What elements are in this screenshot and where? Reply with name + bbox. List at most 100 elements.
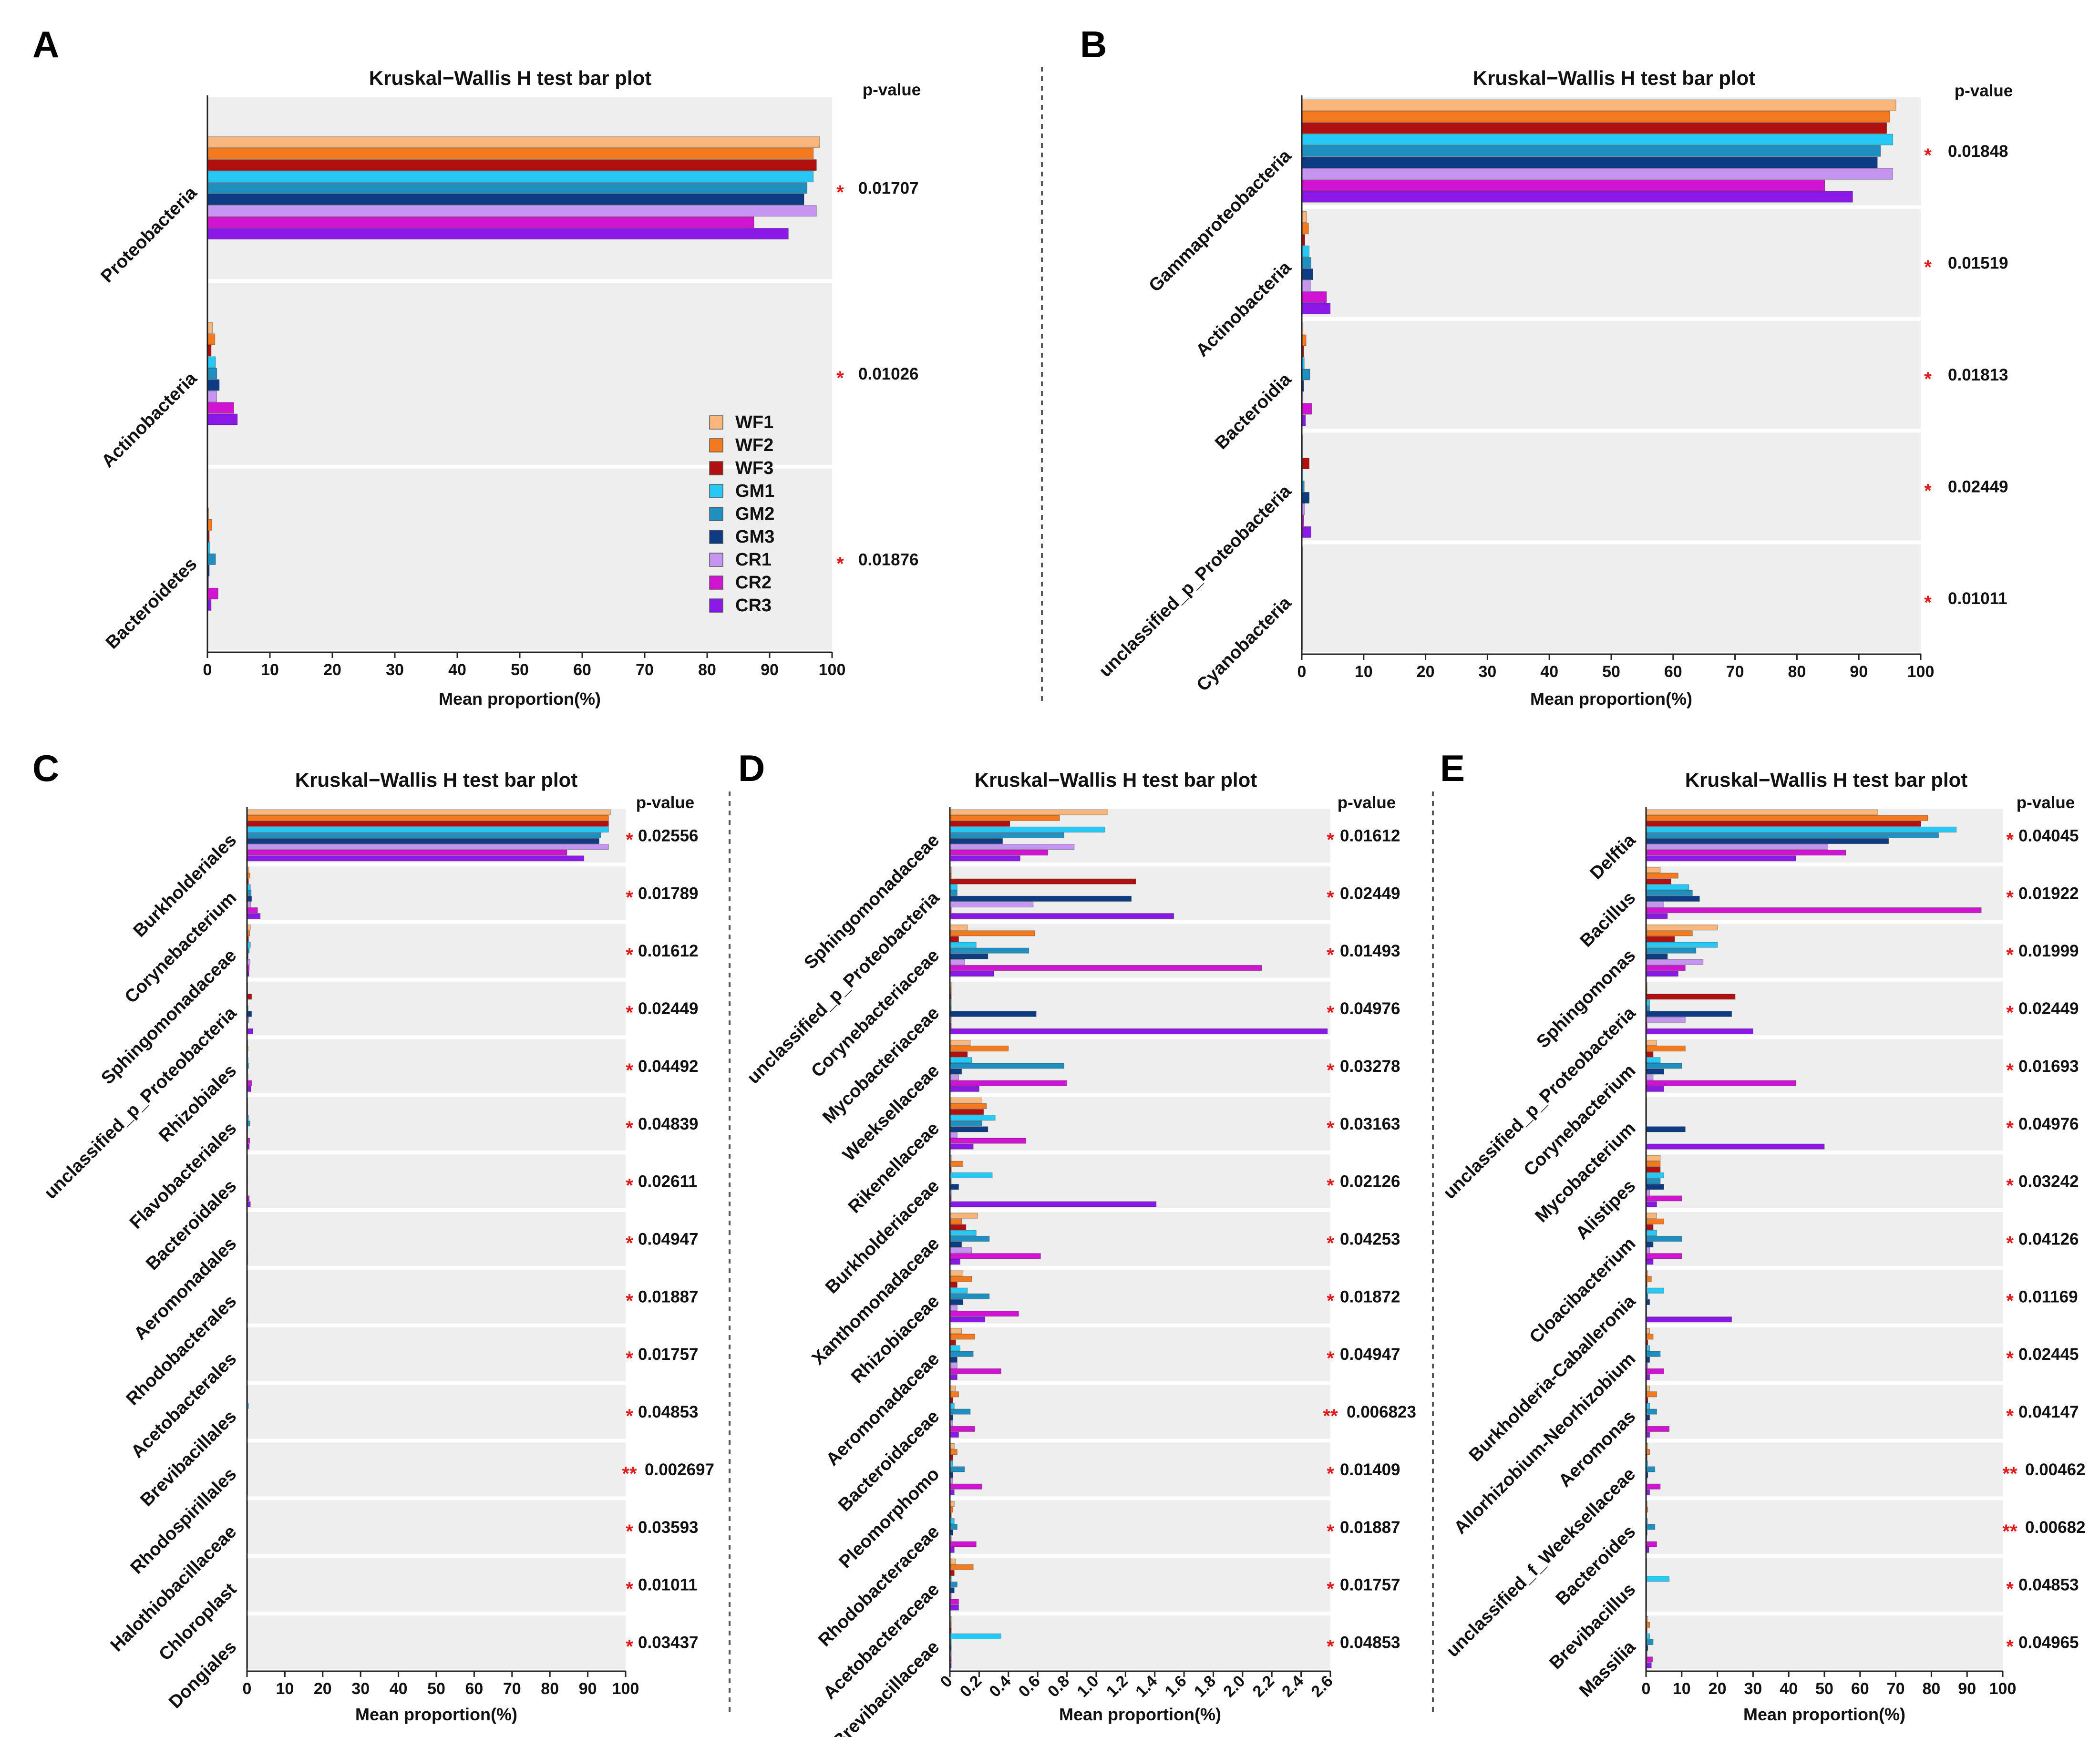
p-value-b-bacteroidia: 0.01813 [1948,366,2008,384]
bar-e-sphingomonas-gm3 [1646,953,1668,959]
significance-stars-e-unclassified-f-weeksellaceae: ** [2002,1463,2018,1484]
bar-e-cloacibacterium-gm3 [1646,1242,1654,1248]
band-d-rhodobacteraceae [950,1500,1330,1554]
band-c-rhodospirillales [247,1442,626,1497]
p-value-b-cyanobacteria: 0.01011 [1948,589,2007,608]
p-value-d-xanthomonadaceae: 0.04253 [1340,1230,1400,1249]
band-c-brevibacillales [247,1385,626,1439]
p-value-e-burkholderia-caballeronia: 0.01169 [2018,1287,2078,1306]
x-tick-label-b-40: 40 [1540,663,1558,681]
bar-c-corynebacterium-cr2 [247,907,258,914]
x-tick-label-c-10: 10 [276,1680,294,1698]
significance-stars-c-sphingomonadaceae: * [626,945,633,966]
x-tick-label-d-0: 0 [937,1672,956,1691]
bars-d: Sphingomonadaceae * 0.01612unclassified_p_… [743,807,1416,1737]
significance-stars-e-corynebacterium: * [2006,1060,2014,1081]
x-tick-label-b-10: 10 [1355,663,1373,681]
bar-e-bacillus-wf3 [1646,878,1671,884]
bar-b-bacteroidia-gm2 [1301,369,1310,380]
panel-letter-a: A [32,23,59,65]
significance-stars-c-aeromonadales: * [626,1233,633,1254]
bar-d-mycobacteriaceae-gm3 [949,1011,1037,1017]
bar-e-cloacibacterium-cr3 [1646,1259,1654,1265]
bars-b: Gammaproteobacteria * 0.01848Actinobacteri… [1095,95,2008,709]
band-d-unclassified-p-proteobacteria [950,866,1330,920]
x-tick-label-b-20: 20 [1417,663,1435,681]
bar-d-pleomorphomo-wf2 [949,1449,957,1455]
x-axis-label-c: Mean proportion(%) [355,1705,517,1724]
category-label-e-cloacibacterium: Cloacibacterium [1526,1233,1640,1347]
bar-d-xanthomonadaceae-wf1 [949,1213,978,1219]
bar-e-burkholderia-caballeronia-gm1 [1646,1287,1664,1294]
bar-b-unclassified-p-proteobacteria-cr3 [1301,526,1311,538]
x-tick-label-c-90: 90 [579,1680,597,1698]
bar-e-sphingomonas-gm2 [1646,947,1697,954]
bar-d-rikenellaceae-cr3 [949,1143,974,1150]
bar-d-burkholderiaceae-gm1 [949,1172,993,1179]
p-value-a-actinobacteria: 0.01026 [858,365,919,383]
bar-d-sphingomonadaceae-wf3 [949,821,1010,827]
x-tick-label-a-40: 40 [448,661,466,679]
significance-stars-e-cloacibacterium: * [2006,1233,2014,1254]
x-tick-label-c-50: 50 [427,1680,445,1698]
x-tick-label-e-40: 40 [1780,1680,1798,1698]
bar-d-xanthomonadaceae-cr1 [949,1247,972,1254]
p-value-e-bacillus: 0.01922 [2018,884,2079,903]
bar-d-xanthomonadaceae-wf3 [949,1224,967,1230]
pvalue-header-b: p-value [1955,82,2013,100]
pvalue-header-c: p-value [636,793,695,812]
band-d-pleomorphomo [950,1442,1330,1497]
bar-e-delftia-wf1 [1646,809,1878,815]
significance-stars-c-rhodobacterales: * [626,1290,633,1311]
significance-stars-a-actinobacteria: * [836,368,844,389]
x-tick-label-e-90: 90 [1958,1680,1976,1698]
category-label-c-aeromonadales: Aeromonadales [130,1233,240,1344]
bar-d-acetobacteraceae-cr2 [949,1599,959,1605]
bar-d-rikenellaceae-gm3 [949,1126,988,1132]
legend-label-cr2: CR2 [735,573,772,593]
legend: WF1 WF2 WF3 GM1 GM2 GM3 CR1 CR2 CR3 [709,412,774,616]
bar-b-actinobacteria-cr1 [1301,280,1311,292]
p-value-d-brevibacillaceae: 0.04853 [1340,1634,1400,1652]
bar-e-sphingomonas-wf2 [1646,930,1693,936]
bar-d-corynebacteriaceae-cr2 [949,965,1262,971]
significance-stars-b-actinobacteria: * [1924,257,1932,278]
bar-b-gammaproteobacteria-gm2 [1301,145,1881,157]
band-c-acetobacterales [247,1327,626,1381]
x-tick-label-d-1-8: 1.8 [1191,1672,1219,1701]
bar-d-weeksellaceae-cr3 [949,1086,979,1092]
significance-stars-e-massilia: * [2006,1636,2014,1657]
legend-label-cr3: CR3 [735,596,772,616]
bar-e-burkholderia-caballeronia-wf2 [1646,1276,1652,1282]
legend-swatch-cr1 [709,553,723,567]
bar-e-aeromonas-wf2 [1646,1391,1657,1398]
x-tick-label-d-2-4: 2.4 [1278,1672,1307,1701]
x-tick-label-b-60: 60 [1664,663,1682,681]
band-d-aeromonadaceae [950,1327,1330,1381]
bar-e-sphingomonas-wf3 [1646,936,1675,942]
p-value-d-weeksellaceae: 0.03278 [1340,1057,1400,1076]
bar-d-bacteroidaceae-cr2 [949,1426,975,1432]
band-e-unclassified-f-weeksellaceae [1646,1442,2003,1497]
x-tick-label-a-10: 10 [261,661,279,679]
significance-stars-c-unclassified-p-proteobacteria: * [626,1002,633,1023]
bar-b-actinobacteria-gm3 [1301,268,1313,280]
x-tick-label-b-80: 80 [1788,663,1806,681]
bar-e-sphingomonas-cr3 [1646,971,1678,977]
bar-e-bacteroides-gm2 [1646,1524,1656,1530]
p-value-a-proteobacteria: 0.01707 [858,179,919,198]
bar-a-proteobacteria-cr3 [207,228,789,240]
legend-swatch-gm3 [709,530,723,544]
bar-a-bacteroidetes-gm2 [207,553,216,565]
bar-e-sphingomonas-wf1 [1646,925,1718,931]
x-tick-label-e-0: 0 [1642,1680,1651,1698]
bar-e-mycobacterium-gm3 [1646,1126,1686,1132]
bar-d-weeksellaceae-gm3 [949,1069,962,1075]
bar-d-rikenellaceae-wf1 [949,1097,983,1103]
x-tick-label-e-60: 60 [1851,1680,1869,1698]
bar-d-sphingomonadaceae-cr3 [949,855,1020,862]
band-e-aeromonas [1646,1385,2003,1439]
bar-e-bacillus-gm1 [1646,884,1689,890]
pvalue-header-a: p-value [863,81,921,99]
bar-b-actinobacteria-wf2 [1301,223,1309,235]
